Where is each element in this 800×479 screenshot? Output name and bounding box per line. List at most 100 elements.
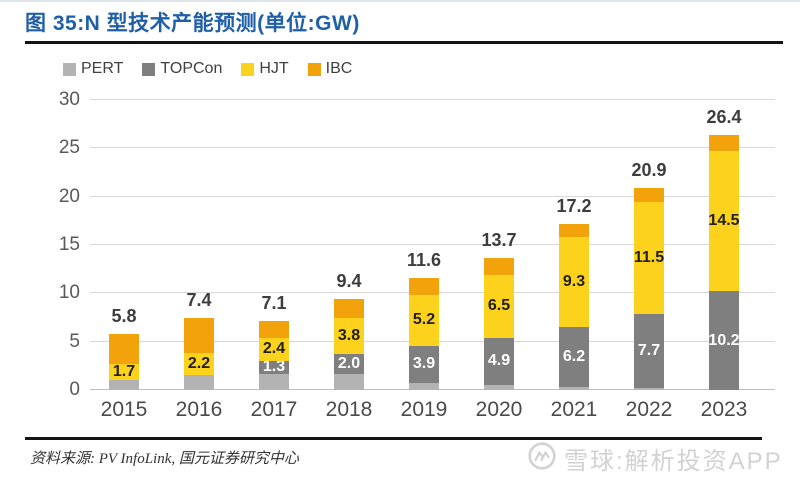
bar-segment-pert-2018 bbox=[334, 373, 364, 390]
title-divider-line bbox=[25, 41, 783, 44]
bar-total-label: 26.4 bbox=[706, 106, 742, 127]
chart-title: 图 35:N 型技术产能预测(单位:GW) bbox=[25, 12, 360, 35]
segment-value-label: 5.2 bbox=[412, 311, 436, 329]
segment-value-label: 4.9 bbox=[487, 352, 511, 370]
bar-total-label: 11.6 bbox=[406, 249, 442, 270]
bar-segment-hjt-2018 bbox=[334, 317, 364, 355]
segment-value-label: 7.7 bbox=[637, 341, 661, 359]
bar-total-label: 5.8 bbox=[111, 305, 137, 326]
segment-value-label: 3.9 bbox=[412, 355, 436, 373]
bar-total-label: 9.4 bbox=[336, 271, 362, 292]
y-axis-tick-label: 10 bbox=[58, 282, 80, 304]
bar-segment-topcon-2017 bbox=[259, 361, 289, 374]
bar-segment-ibc-2023 bbox=[709, 134, 739, 152]
y-axis-tick-label: 20 bbox=[58, 185, 80, 207]
bar-segment-topcon-2023 bbox=[709, 291, 739, 390]
segment-value-label: 2.0 bbox=[337, 354, 361, 372]
x-axis-tick-label: 2015 bbox=[100, 398, 148, 421]
chart-legend: PERT TOPCon HJT IBC bbox=[63, 60, 352, 78]
bar-segment-ibc-2015 bbox=[109, 333, 139, 364]
bar-segment-pert-2019 bbox=[409, 383, 439, 390]
bar-segment-ibc-2017 bbox=[259, 321, 289, 338]
bar-segment-hjt-2017 bbox=[259, 337, 289, 361]
top-edge-remnant-line bbox=[0, 0, 800, 2]
x-axis-tick-label: 2019 bbox=[400, 398, 448, 421]
legend-item-topcon: TOPCon bbox=[142, 60, 222, 78]
segment-value-label: 3.8 bbox=[337, 326, 361, 344]
bar-segment-ibc-2019 bbox=[409, 277, 439, 296]
bar-segment-topcon-2020 bbox=[484, 337, 514, 386]
x-axis-tick-label: 2016 bbox=[175, 398, 223, 421]
x-axis-tick-label: 2018 bbox=[325, 398, 373, 421]
x-axis-tick-label: 2023 bbox=[700, 398, 748, 421]
legend-item-pert: PERT bbox=[63, 60, 123, 78]
bar-segment-ibc-2016 bbox=[184, 318, 214, 354]
bar-segment-hjt-2016 bbox=[184, 353, 214, 375]
segment-value-label: 2.2 bbox=[187, 354, 211, 372]
bar-segment-hjt-2019 bbox=[409, 295, 439, 346]
stacked-bar-chart: 1.7 5.8 2.2 7.4 1.3 2.4 7.1 2.0 3.8 9.4 3.9 5.2 11.6… bbox=[58, 89, 775, 421]
legend-item-ibc: IBC bbox=[307, 60, 353, 78]
bar-segment-hjt-2015 bbox=[109, 363, 139, 381]
segment-value-label: 2.4 bbox=[262, 340, 286, 358]
x-axis-tick-label: 2020 bbox=[475, 398, 523, 421]
gridline-y30 bbox=[90, 99, 775, 100]
legend-swatch-icon bbox=[142, 62, 156, 76]
segment-value-label: 1.7 bbox=[112, 363, 136, 381]
xueqiu-snowball-icon bbox=[527, 441, 557, 476]
segment-value-label: 9.3 bbox=[562, 273, 586, 291]
data-source-note: 资料来源: PV InfoLink, 国元证券研究中心 bbox=[30, 451, 299, 467]
legend-item-hjt: HJT bbox=[241, 60, 289, 78]
legend-swatch-icon bbox=[63, 62, 76, 76]
chart-bottom-divider-line bbox=[25, 437, 762, 440]
bar-segment-pert-2022 bbox=[634, 388, 664, 390]
y-axis-tick-label: 25 bbox=[58, 137, 80, 159]
bar-segment-ibc-2018 bbox=[334, 299, 364, 318]
bar-total-label: 7.1 bbox=[261, 293, 287, 314]
y-axis-tick-label: 5 bbox=[69, 330, 80, 352]
segment-value-label: 1.3 bbox=[262, 358, 286, 376]
segment-value-label: 14.5 bbox=[708, 212, 740, 230]
legend-swatch-icon bbox=[241, 62, 255, 76]
y-axis-tick-label: 30 bbox=[58, 89, 80, 110]
segment-value-label: 11.5 bbox=[633, 249, 665, 267]
bar-segment-hjt-2020 bbox=[484, 274, 514, 338]
bar-segment-topcon-2018 bbox=[334, 354, 364, 374]
bar-segment-pert-2017 bbox=[259, 373, 289, 390]
gridline-y20 bbox=[90, 195, 775, 197]
bar-segment-ibc-2022 bbox=[634, 187, 664, 203]
x-axis-tick-label: 2017 bbox=[250, 398, 298, 421]
y-axis-tick-label: 15 bbox=[58, 234, 80, 255]
x-axis-tick-label: 2022 bbox=[625, 398, 673, 421]
bar-total-label: 20.9 bbox=[631, 159, 667, 180]
bar-segment-pert-2021 bbox=[559, 387, 589, 390]
bar-segment-pert-2016 bbox=[184, 374, 214, 390]
segment-value-label: 10.2 bbox=[708, 331, 740, 349]
bar-segment-hjt-2021 bbox=[559, 237, 589, 328]
legend-label: TOPCon bbox=[160, 60, 223, 77]
legend-label: PERT bbox=[81, 60, 124, 77]
bar-segment-ibc-2020 bbox=[484, 257, 514, 275]
watermark-text: 雪球:解析投资APP bbox=[564, 448, 783, 475]
bar-total-label: 13.7 bbox=[481, 229, 517, 250]
gridline-y15 bbox=[90, 244, 775, 245]
watermark: 雪球:解析投资APP bbox=[527, 441, 783, 476]
bar-segment-pert-2015 bbox=[109, 380, 139, 390]
bar-segment-topcon-2021 bbox=[559, 327, 589, 388]
bar-segment-topcon-2019 bbox=[409, 345, 439, 384]
legend-swatch-icon bbox=[307, 62, 321, 76]
legend-label: IBC bbox=[325, 60, 353, 77]
plot-area: 1.7 5.8 2.2 7.4 1.3 2.4 7.1 2.0 3.8 9.4 3.9 5.2 11.6… bbox=[90, 99, 775, 390]
segment-value-label: 6.2 bbox=[562, 348, 586, 366]
y-axis-tick-label: 0 bbox=[69, 379, 80, 400]
bar-segment-ibc-2021 bbox=[559, 223, 589, 238]
bar-segment-hjt-2023 bbox=[709, 151, 739, 292]
gridline-y25 bbox=[90, 147, 775, 149]
bar-segment-hjt-2022 bbox=[634, 202, 664, 314]
bar-total-label: 17.2 bbox=[556, 195, 592, 216]
legend-label: HJT bbox=[259, 60, 289, 77]
bar-segment-topcon-2022 bbox=[634, 313, 664, 389]
x-axis-tick-label: 2021 bbox=[550, 398, 598, 421]
segment-value-label: 6.5 bbox=[487, 297, 511, 315]
